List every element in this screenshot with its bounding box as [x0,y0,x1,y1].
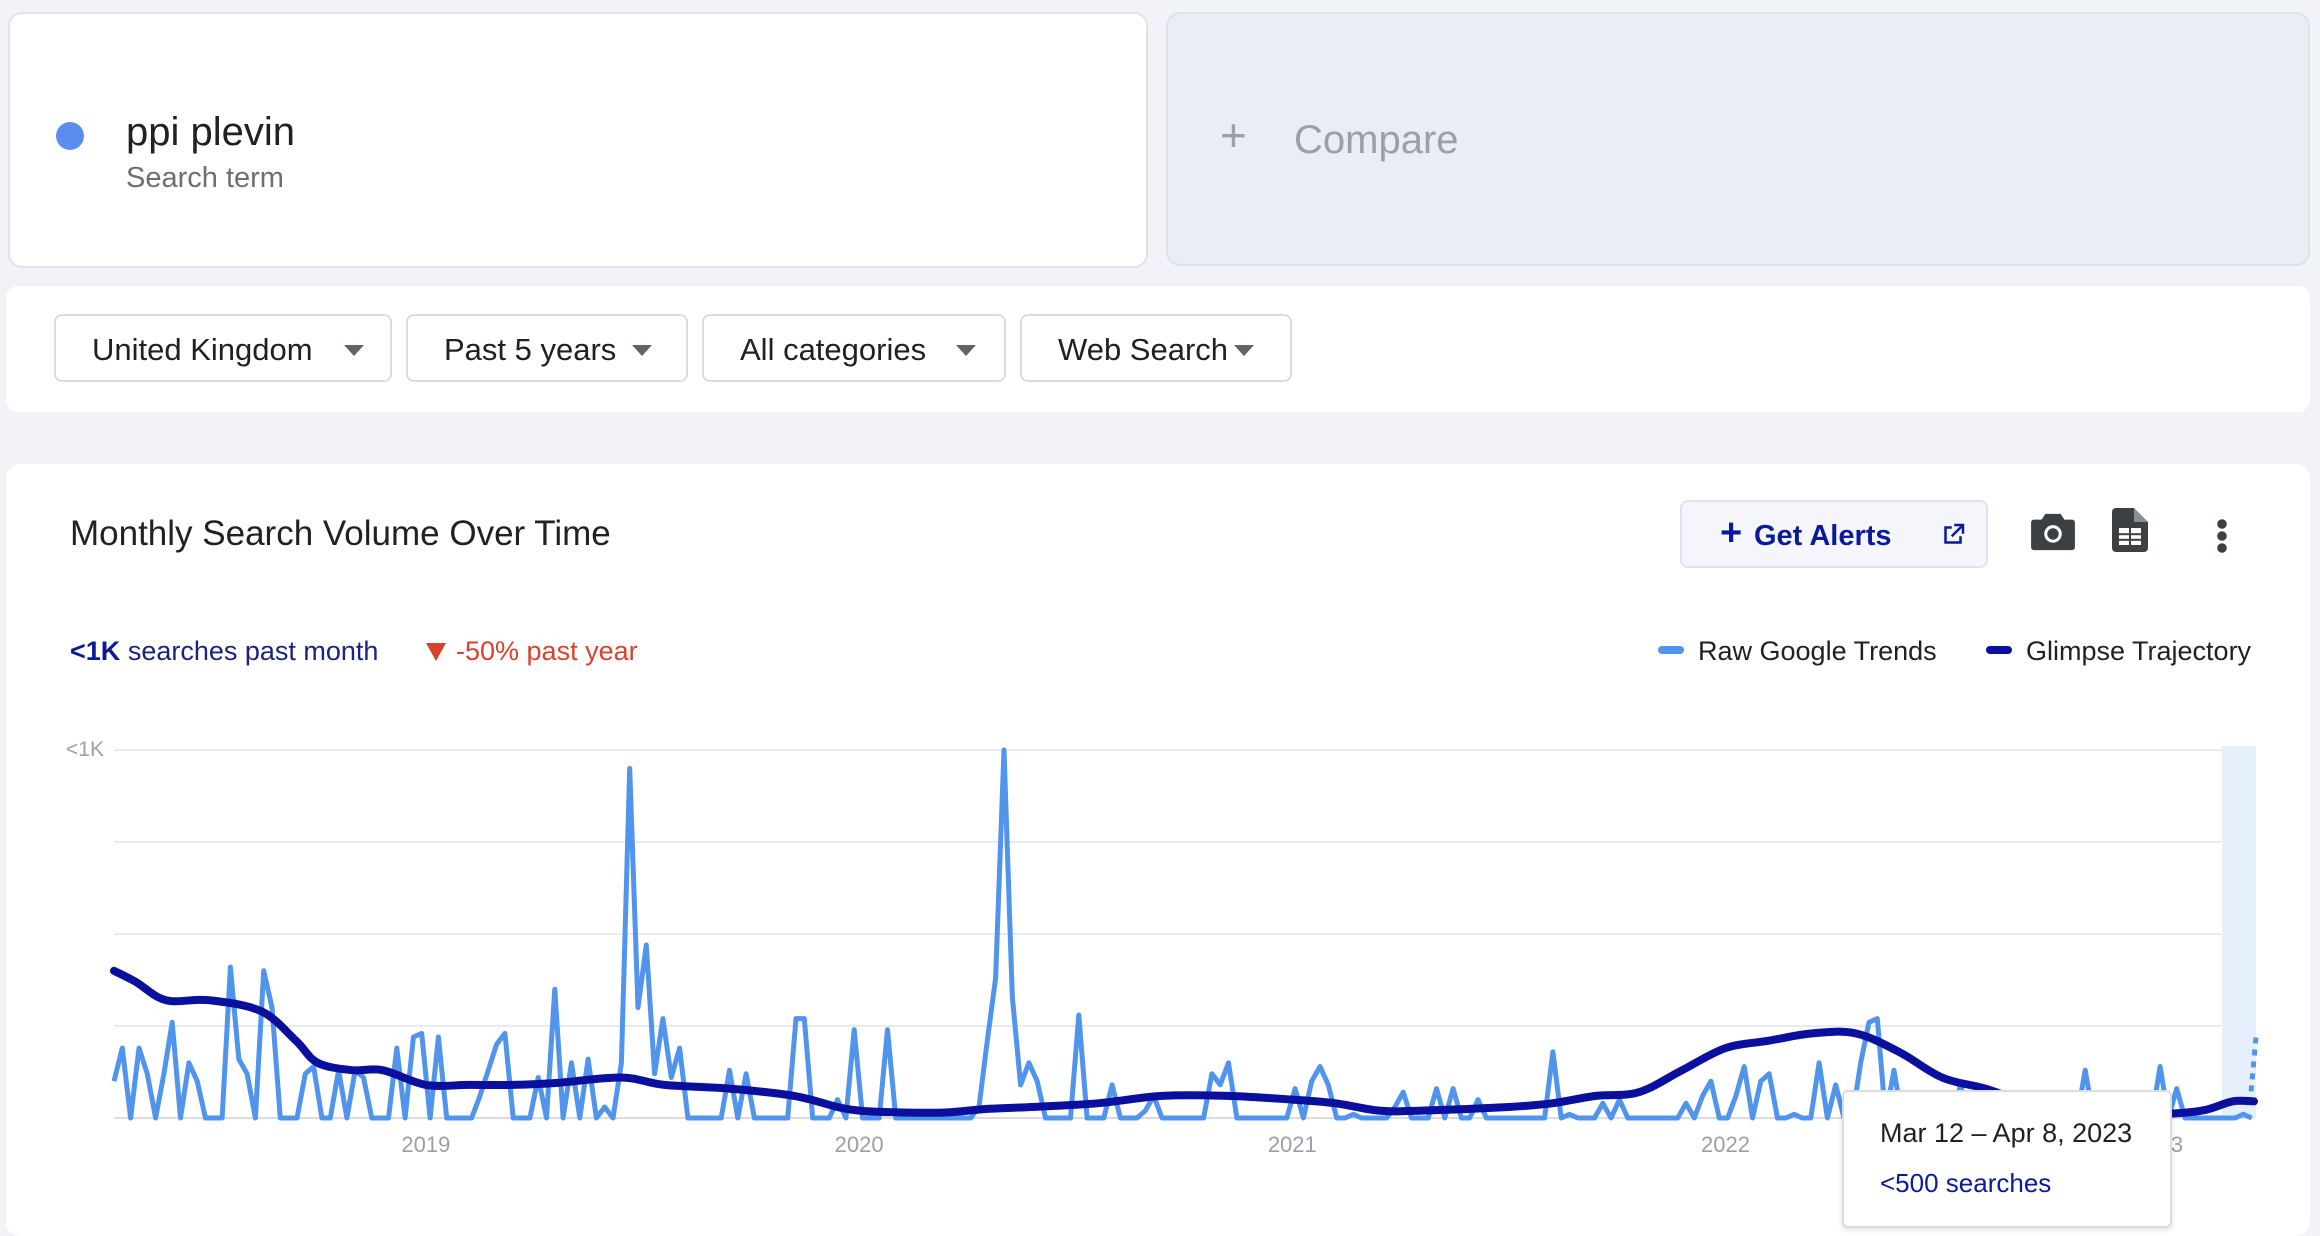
tooltip-date-range: Mar 12 – Apr 8, 2023 [1880,1118,2133,1148]
screenshot-button[interactable] [2030,512,2076,557]
search-term-card: ppi plevin Search term [8,12,1148,268]
camera-icon [2031,513,2075,551]
x-tick-label: 2022 [1701,1132,1750,1157]
category-dropdown-label: All categories [740,332,927,367]
external-link-icon [1944,523,1965,544]
legend-raw-google-trends[interactable]: Raw Google Trends [1658,636,1937,667]
search-type-dropdown[interactable]: Web Search [1020,314,1292,382]
more-options-button[interactable] [2216,518,2228,559]
searches-past-month-value: <1K [70,636,121,666]
searches-past-month-stat: <1K searches past month [70,636,378,667]
y-axis-top-label: <1K [66,738,104,761]
searches-past-month-text: searches past month [127,636,379,666]
series-line-glimpse-trajectory [110,966,2258,1119]
external-link-button[interactable] [1918,500,1988,568]
time-range-dropdown-label: Past 5 years [444,332,617,367]
past-year-change-stat: -50% past year [426,636,638,667]
legend-swatch [1658,646,1684,654]
compare-button[interactable]: + Compare [1166,12,2310,266]
legend-label: Glimpse Trajectory [2026,636,2252,666]
trend-chart[interactable]: <1K 20192020202120222023 [6,464,2310,1236]
chevron-down-icon [632,345,652,356]
current-period-highlight [2222,746,2256,1118]
series-line-raw-google-trends [111,747,2253,1121]
search-term-name[interactable]: ppi plevin [126,110,296,154]
chevron-down-icon [344,345,364,356]
plus-icon: + [1220,109,1247,161]
series-color-dot [56,122,84,150]
get-alerts-label: Get Alerts [1754,520,1892,552]
filter-bar: United Kingdom Past 5 years All categori… [6,286,2310,412]
search-term-subtitle: Search term [126,162,284,194]
tooltip-value: <500 searches [1880,1168,2052,1198]
past-year-change-text: -50% past year [456,636,638,666]
export-sheet-button[interactable] [2112,508,2148,557]
spreadsheet-icon [2112,508,2148,552]
chart-series [110,747,2259,1121]
region-dropdown-label: United Kingdom [92,332,313,367]
legend-glimpse-trajectory[interactable]: Glimpse Trajectory [1986,636,2251,667]
chart-title: Monthly Search Volume Over Time [70,514,611,553]
region-dropdown[interactable]: United Kingdom [54,314,392,382]
plus-icon: + [1720,512,1743,554]
trend-down-icon [426,643,446,661]
x-tick-label: 2021 [1268,1132,1317,1157]
chevron-down-icon [956,345,976,356]
x-tick-label: 2020 [835,1132,884,1157]
legend-swatch [1986,646,2012,654]
x-tick-label: 2019 [401,1132,450,1157]
get-alerts-button[interactable]: + Get Alerts [1680,500,1920,568]
legend-label: Raw Google Trends [1698,636,1937,666]
chevron-down-icon [1234,345,1254,356]
chart-tooltip: Mar 12 – Apr 8, 2023 <500 searches [1842,1090,2172,1228]
compare-label: Compare [1294,118,1459,162]
more-vert-icon [2217,519,2227,553]
category-dropdown[interactable]: All categories [702,314,1006,382]
chart-panel: Monthly Search Volume Over Time + Get Al… [6,464,2310,1236]
time-range-dropdown[interactable]: Past 5 years [406,314,688,382]
search-type-dropdown-label: Web Search [1058,332,1229,367]
